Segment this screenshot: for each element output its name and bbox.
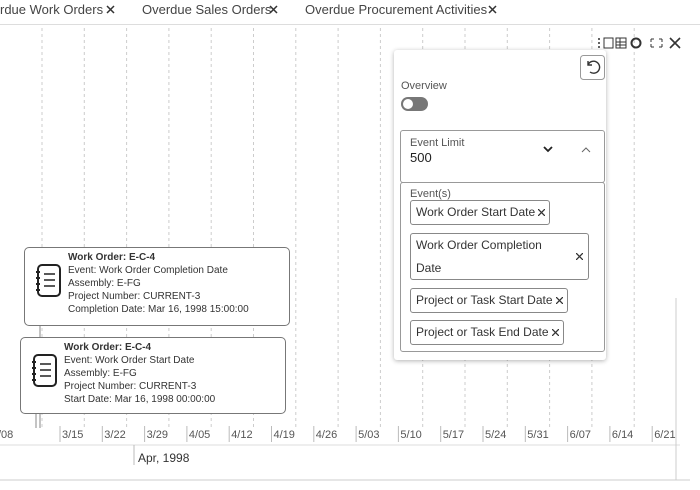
tick-label: 3/15 <box>62 429 84 441</box>
card-icon <box>32 354 57 387</box>
tick-label: 6/21 <box>654 429 676 441</box>
card-line: Event: Work Order Start Date <box>64 355 195 366</box>
close-icon[interactable] <box>488 5 497 14</box>
card-line: Event: Work Order Completion Date <box>68 265 228 276</box>
tick-label: 5/17 <box>442 429 465 441</box>
card-line: Project Number: CURRENT-3 <box>68 291 201 302</box>
card-title: Work Order: E-C-4 <box>64 342 152 353</box>
tick-label: 4/05 <box>188 429 211 441</box>
tab-bar: rdue Work Orders Overdue Sales Orders Ov… <box>0 0 700 25</box>
tick-label: 4/19 <box>273 429 295 441</box>
event-card[interactable]: Work Order: E-C-4 Event: Work Order Start… <box>20 337 286 414</box>
card-line: Assembly: E-FG <box>68 278 141 289</box>
close-icon[interactable] <box>269 5 278 14</box>
tick-label: 5/03 <box>358 429 380 441</box>
remove-icon[interactable] <box>551 329 559 336</box>
chip-label: Work Order Completion Date <box>416 238 542 275</box>
remove-icon[interactable] <box>576 253 583 260</box>
chip-label: Project or Task Start Date <box>416 293 553 307</box>
month-label: Apr, 1998 <box>138 451 190 465</box>
card-line: Completion Date: Mar 16, 1998 15:00:00 <box>68 304 249 315</box>
remove-icon[interactable] <box>538 209 546 216</box>
tick-label: 4/12 <box>231 429 253 441</box>
card-line: Start Date: Mar 16, 1998 00:00:00 <box>64 394 216 405</box>
field-value: 500 <box>410 150 432 165</box>
card-line: Project Number: CURRENT-3 <box>64 381 197 392</box>
tick-label: 5/24 <box>485 429 507 441</box>
events-field: Event(s) Work Order Start Date Work Orde… <box>400 182 605 352</box>
timeline <box>0 28 690 481</box>
tick-label: 6/07 <box>569 429 592 441</box>
chip[interactable]: Work Order Completion Date <box>410 233 589 280</box>
tick-label: 5/31 <box>527 429 549 441</box>
chip[interactable]: Project or Task End Date <box>410 320 564 345</box>
tick-label: /08 <box>0 429 14 441</box>
card-text: Work Order: E-C-4 Event: Work Order Compl… <box>68 251 249 316</box>
settings-panel: Overview Event Limit 500 Event(s) Work O… <box>394 50 606 360</box>
chip[interactable]: Project or Task Start Date <box>410 288 568 313</box>
event-limit-select[interactable]: Event Limit 500 <box>400 130 605 183</box>
card-icon <box>36 264 61 297</box>
field-label: Event(s) <box>410 188 451 200</box>
tab[interactable]: Overdue Procurement Activities <box>305 2 488 17</box>
tick-label: 5/10 <box>400 429 422 441</box>
toggle[interactable] <box>401 97 429 111</box>
tab[interactable]: rdue Work Orders <box>0 2 104 17</box>
toolbar[interactable] <box>596 36 684 50</box>
chip-label: Work Order Start Date <box>416 205 536 219</box>
tick-label: 3/29 <box>146 429 169 441</box>
remove-icon[interactable] <box>555 297 563 304</box>
tab[interactable]: Overdue Sales Orders <box>142 2 272 17</box>
tick-label: 4/26 <box>315 429 338 441</box>
card-line: Assembly: E-FG <box>64 368 137 379</box>
chip[interactable]: Work Order Start Date <box>410 200 551 225</box>
close-icon[interactable] <box>106 5 115 14</box>
field-label: Event Limit <box>410 137 465 149</box>
undo-button[interactable] <box>580 55 605 80</box>
tick-label: 6/14 <box>611 429 634 441</box>
chip-label: Project or Task End Date <box>416 325 549 339</box>
tick-label: 3/22 <box>104 429 126 441</box>
card-title: Work Order: E-C-4 <box>68 252 156 263</box>
card-text: Work Order: E-C-4 Event: Work Order Start… <box>64 341 215 406</box>
chevrons[interactable] <box>543 144 593 156</box>
event-card[interactable]: Work Order: E-C-4 Event: Work Order Compl… <box>24 247 290 326</box>
overview-label: Overview <box>401 80 447 92</box>
